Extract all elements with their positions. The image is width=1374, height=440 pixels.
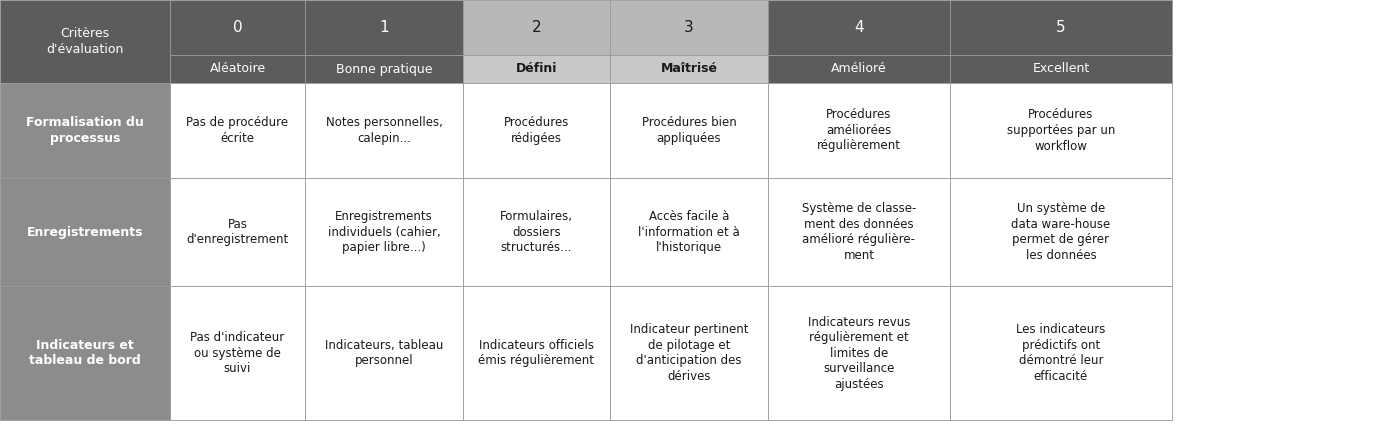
Text: 0: 0 [232,20,242,35]
Bar [949,178,1172,286]
Text: Système de classe-
ment des données
amélioré régulière-
ment: Système de classe- ment des données amél… [802,202,916,262]
Text: 5: 5 [1057,20,1066,35]
Bar [949,286,1172,420]
Text: Critères
d'évaluation: Critères d'évaluation [47,27,124,56]
Bar [463,55,610,83]
Bar [463,83,610,178]
Bar [0,286,170,420]
Text: Indicateur pertinent
de pilotage et
d'anticipation des
dérives: Indicateur pertinent de pilotage et d'an… [629,323,749,383]
Bar [610,55,768,83]
Bar [0,0,170,83]
Bar [305,178,463,286]
Bar [305,55,463,83]
Text: Bonne pratique: Bonne pratique [335,62,433,76]
Text: 2: 2 [532,20,541,35]
Text: Notes personnelles,
calepin...: Notes personnelles, calepin... [326,116,442,145]
Text: Indicateurs officiels
émis régulièrement: Indicateurs officiels émis régulièrement [478,339,595,367]
Bar [305,83,463,178]
Text: Procédures bien
appliquées: Procédures bien appliquées [642,116,736,145]
Text: Les indicateurs
prédictifs ont
démontré leur
efficacité: Les indicateurs prédictifs ont démontré … [1017,323,1106,383]
Bar [170,83,305,178]
Bar [170,178,305,286]
Text: Formalisation du
processus: Formalisation du processus [26,116,144,145]
Text: Maîtrisé: Maîtrisé [661,62,717,76]
Text: Accès facile à
l'information et à
l'historique: Accès facile à l'information et à l'hist… [638,210,739,254]
Text: 3: 3 [684,20,694,35]
Text: Indicateurs revus
régulièrement et
limites de
surveillance
ajustées: Indicateurs revus régulièrement et limit… [808,315,910,391]
Bar [305,0,463,55]
Bar [610,178,768,286]
Bar [768,178,949,286]
Bar [949,83,1172,178]
Bar [949,0,1172,55]
Bar [610,0,768,55]
Bar [768,0,949,55]
Text: Un système de
data ware-house
permet de gérer
les données: Un système de data ware-house permet de … [1011,202,1110,262]
Text: Pas d'indicateur
ou système de
suivi: Pas d'indicateur ou système de suivi [191,331,284,375]
Text: 1: 1 [379,20,389,35]
Text: Pas
d'enregistrement: Pas d'enregistrement [187,218,289,246]
Bar [768,286,949,420]
Text: Procédures
améliorées
régulièrement: Procédures améliorées régulièrement [818,109,901,153]
Text: Enregistrements
individuels (cahier,
papier libre...): Enregistrements individuels (cahier, pap… [327,210,441,254]
Text: Procédures
supportées par un
workflow: Procédures supportées par un workflow [1007,109,1116,153]
Bar [170,0,305,55]
Bar [949,55,1172,83]
Text: Pas de procédure
écrite: Pas de procédure écrite [187,116,289,145]
Text: Enregistrements: Enregistrements [26,225,143,238]
Bar [0,83,170,178]
Text: Amélioré: Amélioré [831,62,886,76]
Bar [170,55,305,83]
Bar [170,286,305,420]
Bar [768,55,949,83]
Bar [610,286,768,420]
Text: Indicateurs, tableau
personnel: Indicateurs, tableau personnel [324,339,444,367]
Text: Formulaires,
dossiers
structurés...: Formulaires, dossiers structurés... [500,210,573,254]
Text: Défini: Défini [515,62,558,76]
Bar [463,178,610,286]
Text: Procédures
rédigées: Procédures rédigées [504,116,569,145]
Bar [0,178,170,286]
Bar [610,83,768,178]
Bar [463,0,610,55]
Text: Indicateurs et
tableau de bord: Indicateurs et tableau de bord [29,339,142,367]
Text: 4: 4 [855,20,864,35]
Text: Excellent: Excellent [1032,62,1090,76]
Text: Aléatoire: Aléatoire [209,62,265,76]
Bar [768,83,949,178]
Bar [305,286,463,420]
Bar [463,286,610,420]
